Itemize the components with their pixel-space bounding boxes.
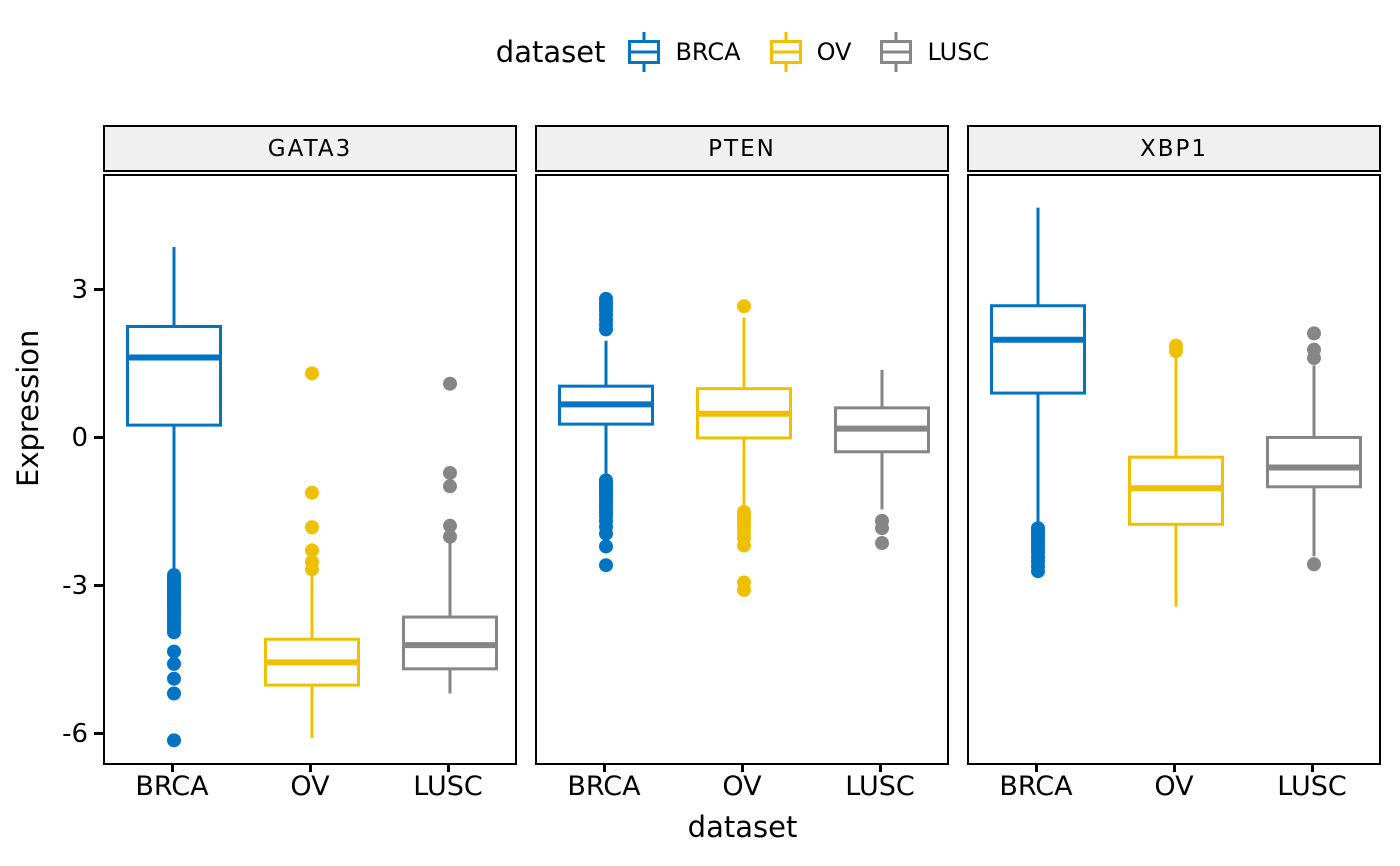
y-tick-mark: [94, 288, 103, 292]
boxplot-xbp1-ov[interactable]: [1128, 338, 1224, 607]
y-tick-label: -3: [62, 570, 88, 601]
boxplot-key-icon: [769, 32, 802, 72]
boxplot-xbp1-lusc[interactable]: [1266, 326, 1362, 572]
x-tick-label-lusc: LUSC: [413, 771, 483, 802]
legend-items: BRCA OV LUSC: [625, 29, 989, 75]
boxplot-key-icon: [628, 32, 661, 72]
x-tick-label-lusc: LUSC: [845, 771, 915, 802]
facet-strip-pten: PTEN: [535, 125, 949, 172]
boxplot-gata3-brca[interactable]: [126, 247, 222, 748]
facet-panel-pten: [535, 174, 949, 765]
facet-panel-xbp1: [967, 174, 1381, 765]
facet-pten: PTEN: [535, 125, 949, 765]
x-tick-mark: [1034, 763, 1038, 772]
x-tick-mark: [1172, 763, 1176, 772]
facet-label: GATA3: [267, 135, 353, 162]
legend-label: BRCA: [675, 38, 741, 66]
x-tick-mark: [1310, 763, 1314, 772]
x-tick-label-ov: OV: [1154, 771, 1194, 802]
legend-item-ov[interactable]: OV: [767, 29, 852, 75]
legend: dataset BRCA OV LUSC: [103, 20, 1382, 84]
facet-label: PTEN: [708, 135, 776, 162]
y-tick-label: 0: [71, 422, 88, 453]
x-tick-mark: [878, 763, 882, 772]
boxplot-pten-ov[interactable]: [696, 299, 792, 597]
boxplot-xbp1-brca[interactable]: [990, 207, 1086, 579]
x-tick-label-brca: BRCA: [135, 771, 209, 802]
x-tick-label-brca: BRCA: [999, 771, 1073, 802]
y-tick-label: -6: [62, 718, 88, 749]
legend-item-brca[interactable]: BRCA: [625, 29, 741, 75]
y-tick-mark: [94, 584, 103, 588]
x-tick-mark: [446, 763, 450, 772]
boxplot-gata3-ov[interactable]: [264, 366, 360, 738]
boxplot-pten-lusc[interactable]: [834, 369, 930, 551]
facet-xbp1: XBP1: [967, 125, 1381, 765]
y-axis-title: Expression: [11, 329, 45, 487]
facet-gata3: GATA3: [103, 125, 517, 765]
y-tick-mark: [94, 732, 103, 736]
facet-strip-gata3: GATA3: [103, 125, 517, 172]
boxplot-pten-brca[interactable]: [558, 291, 654, 573]
y-tick-mark: [94, 436, 103, 440]
x-tick-label-lusc: LUSC: [1277, 771, 1347, 802]
legend-label: LUSC: [927, 38, 990, 66]
boxplot-gata3-lusc[interactable]: [402, 376, 498, 694]
x-tick-label-ov: OV: [722, 771, 762, 802]
facet-strip-xbp1: XBP1: [967, 125, 1381, 172]
x-tick-mark: [602, 763, 606, 772]
x-tick-mark: [170, 763, 174, 772]
y-tick-label: 3: [71, 274, 88, 305]
x-tick-label-brca: BRCA: [567, 771, 641, 802]
facet-label: XBP1: [1139, 135, 1209, 162]
boxplot-key-icon: [880, 32, 913, 72]
facet-panel-gata3: [103, 174, 517, 765]
legend-label: OV: [816, 38, 852, 66]
x-axis-title: dataset: [687, 810, 798, 844]
x-tick-label-ov: OV: [290, 771, 330, 802]
x-tick-mark: [308, 763, 312, 772]
legend-title: dataset: [495, 35, 606, 69]
legend-item-lusc[interactable]: LUSC: [877, 29, 989, 75]
x-tick-mark: [740, 763, 744, 772]
